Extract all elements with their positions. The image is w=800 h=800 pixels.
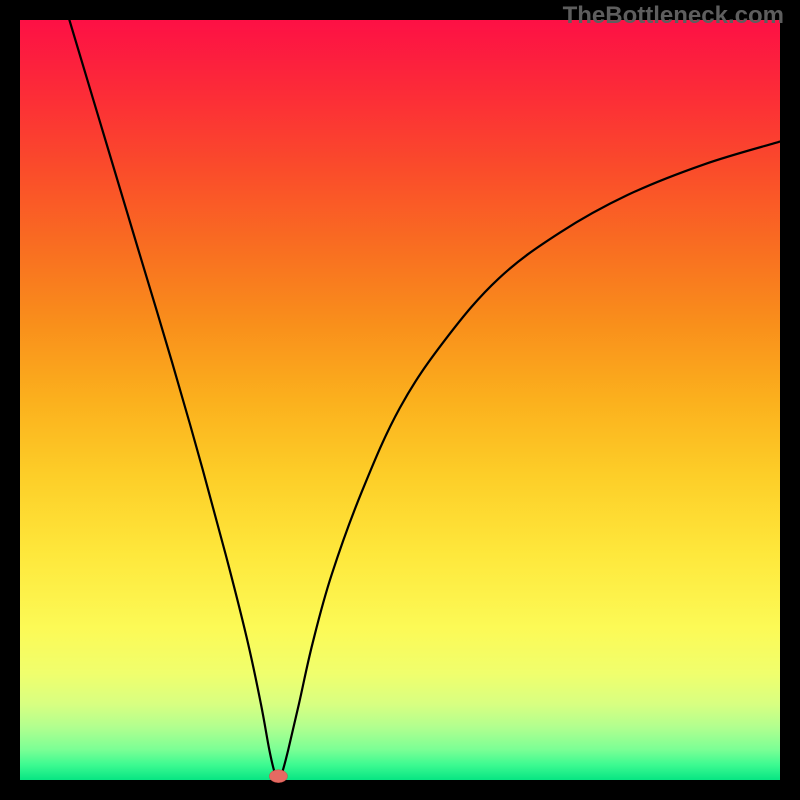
chart-background: [20, 20, 780, 780]
minimum-marker: [269, 770, 287, 783]
bottleneck-chart: TheBottleneck.com: [0, 0, 800, 800]
chart-svg: [0, 0, 800, 800]
watermark-text: TheBottleneck.com: [563, 2, 784, 30]
